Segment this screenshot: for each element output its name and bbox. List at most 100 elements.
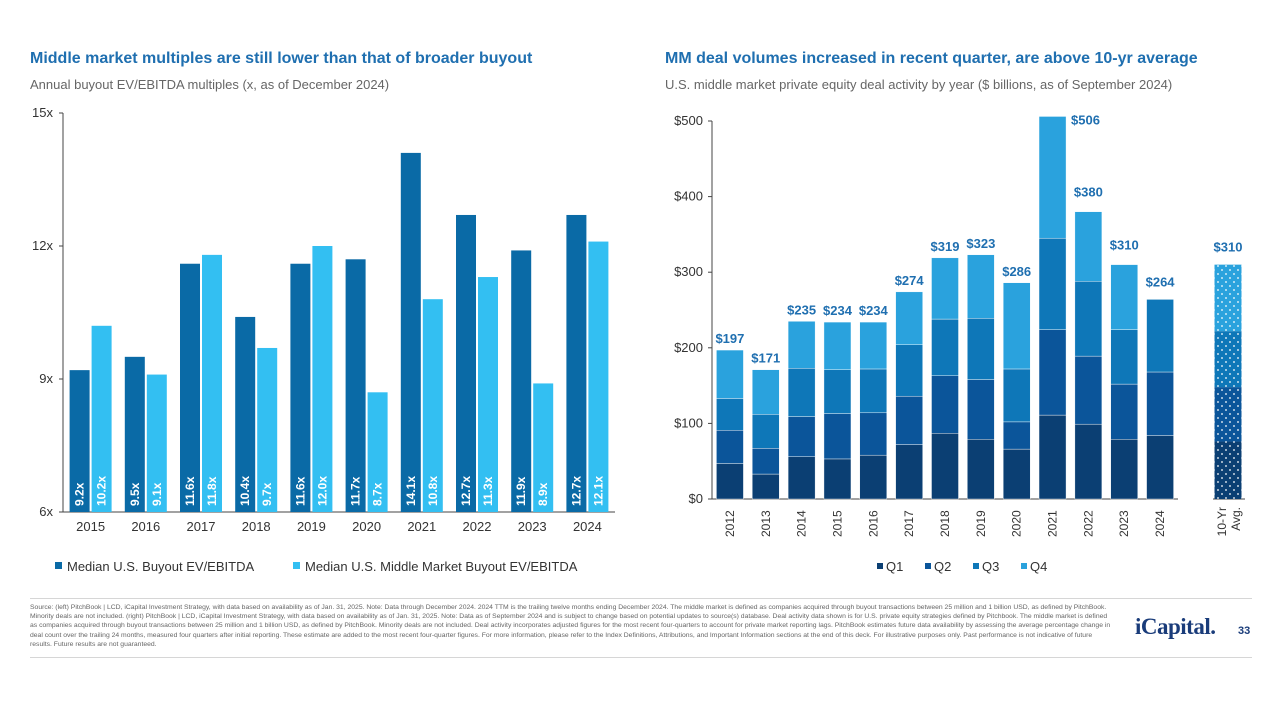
stacked-bar-q3 xyxy=(859,368,888,414)
y-tick-label: 12x xyxy=(32,238,53,253)
stacked-bar-q4 xyxy=(823,321,852,370)
x-tick-label: 2022 xyxy=(463,519,492,534)
stacked-bar-q2 xyxy=(823,413,852,460)
bar-buyout xyxy=(400,152,421,512)
bar-middle-market xyxy=(533,383,554,512)
y-tick-label: $400 xyxy=(674,189,703,204)
left-chart-title: Middle market multiples are still lower … xyxy=(30,50,533,67)
legend-swatch xyxy=(973,563,979,569)
y-tick-label: $200 xyxy=(674,340,703,355)
bar-data-label: 9.2x xyxy=(73,482,87,506)
stacked-bar-q1 xyxy=(967,439,995,500)
avg-axis-label: Avg. xyxy=(1229,507,1243,531)
avg-bar-q1 xyxy=(1214,441,1242,499)
x-tick-label: 2018 xyxy=(938,510,952,537)
bar-buyout xyxy=(290,263,311,512)
bar-data-label: 9.7x xyxy=(260,482,274,506)
bar-data-label: 8.9x xyxy=(536,482,550,506)
y-tick-label: $0 xyxy=(689,491,703,506)
avg-bar-q2 xyxy=(1214,387,1242,442)
total-label: $234 xyxy=(823,303,853,318)
avg-total-label: $310 xyxy=(1214,240,1243,255)
legend-label: Median U.S. Middle Market Buyout EV/EBIT… xyxy=(305,559,578,574)
x-tick-label: 2016 xyxy=(131,519,160,534)
y-tick-label: 9x xyxy=(39,371,53,386)
avg-bar-q3 xyxy=(1214,331,1242,388)
legend-label: Q4 xyxy=(1030,559,1047,574)
stacked-bar-q2 xyxy=(1110,383,1138,440)
stacked-bar-q3 xyxy=(1074,281,1103,357)
bar-middle-market xyxy=(257,347,278,512)
bar-data-label: 12.7x xyxy=(459,476,473,506)
stacked-bar-q4 xyxy=(787,321,816,369)
stacked-bar-q2 xyxy=(967,379,995,440)
bar-buyout xyxy=(456,214,476,512)
x-tick-label: 2019 xyxy=(974,510,988,537)
bar-data-label: 11.6x xyxy=(183,476,197,506)
y-tick-label: $300 xyxy=(674,264,703,279)
stacked-bar-q4 xyxy=(895,291,923,345)
bar-buyout xyxy=(180,263,200,512)
stacked-bar-q3 xyxy=(1038,237,1067,330)
stacked-bar-q2 xyxy=(1002,421,1031,450)
stacked-bar-q4 xyxy=(752,369,780,415)
stacked-bar-q2 xyxy=(859,412,888,456)
total-label: $506 xyxy=(1071,112,1100,127)
total-label: $286 xyxy=(1002,264,1031,279)
total-label: $264 xyxy=(1146,274,1176,289)
legend-label: Median U.S. Buyout EV/EBITDA xyxy=(67,559,254,574)
x-tick-label: 2023 xyxy=(1117,510,1131,537)
bar-data-label: 11.9x xyxy=(514,476,528,506)
stacked-bar-q3 xyxy=(1002,368,1031,423)
right-chart-title: MM deal volumes increased in recent quar… xyxy=(665,50,1198,67)
stacked-bar-q1 xyxy=(859,454,888,500)
legend-swatch xyxy=(293,562,300,569)
x-tick-label: 2014 xyxy=(795,510,809,537)
bar-middle-market xyxy=(312,246,333,512)
stacked-bar-q2 xyxy=(1038,329,1067,416)
x-tick-label: 2015 xyxy=(76,519,105,534)
stacked-bar-q3 xyxy=(787,368,816,417)
bar-buyout xyxy=(511,250,532,512)
right-chart-subtitle: U.S. middle market private equity deal a… xyxy=(665,77,1173,92)
footer-divider-bottom xyxy=(30,657,1252,658)
stacked-bar-q4 xyxy=(931,257,959,320)
bar-buyout xyxy=(69,370,90,512)
x-tick-label: 2015 xyxy=(830,510,844,537)
stacked-bar-q3 xyxy=(1146,299,1174,373)
x-tick-label: 2024 xyxy=(573,519,602,534)
total-label: $197 xyxy=(715,331,744,346)
bar-data-label: 14.1x xyxy=(404,476,418,506)
stacked-bar-q4 xyxy=(859,321,888,370)
bar-middle-market xyxy=(146,374,167,512)
bar-buyout xyxy=(124,356,145,512)
x-tick-label: 2021 xyxy=(407,519,436,534)
stacked-bar-q3 xyxy=(1110,329,1138,385)
stacked-bar-q3 xyxy=(823,369,852,414)
stacked-bar-q3 xyxy=(895,344,923,397)
bar-middle-market xyxy=(91,325,112,512)
stacked-bar-q4 xyxy=(967,254,995,319)
bar-data-label: 10.8x xyxy=(426,476,440,506)
stacked-bar-q1 xyxy=(1038,414,1067,500)
x-tick-label: 2012 xyxy=(723,510,737,537)
stacked-bar-q1 xyxy=(787,456,816,500)
x-tick-label: 2016 xyxy=(866,510,880,537)
legend-swatch xyxy=(55,562,62,569)
bar-data-label: 11.6x xyxy=(293,476,307,506)
x-tick-label: 2019 xyxy=(297,519,326,534)
total-label: $323 xyxy=(966,236,995,251)
bar-middle-market xyxy=(588,241,609,513)
icapital-logo: iCapital. xyxy=(1135,614,1216,639)
stacked-bar-q1 xyxy=(1074,423,1103,500)
stacked-bar-q2 xyxy=(716,430,744,464)
stacked-bar-q1 xyxy=(716,463,744,500)
legend-label: Q1 xyxy=(886,559,903,574)
legend-swatch xyxy=(1021,563,1027,569)
avg-bar-q4 xyxy=(1214,264,1242,332)
stacked-bar-q2 xyxy=(1074,355,1103,425)
bar-data-label: 12.1x xyxy=(591,476,605,506)
stacked-bar-q2 xyxy=(1146,371,1174,436)
bar-middle-market xyxy=(422,299,443,512)
x-tick-label: 2017 xyxy=(902,510,916,537)
